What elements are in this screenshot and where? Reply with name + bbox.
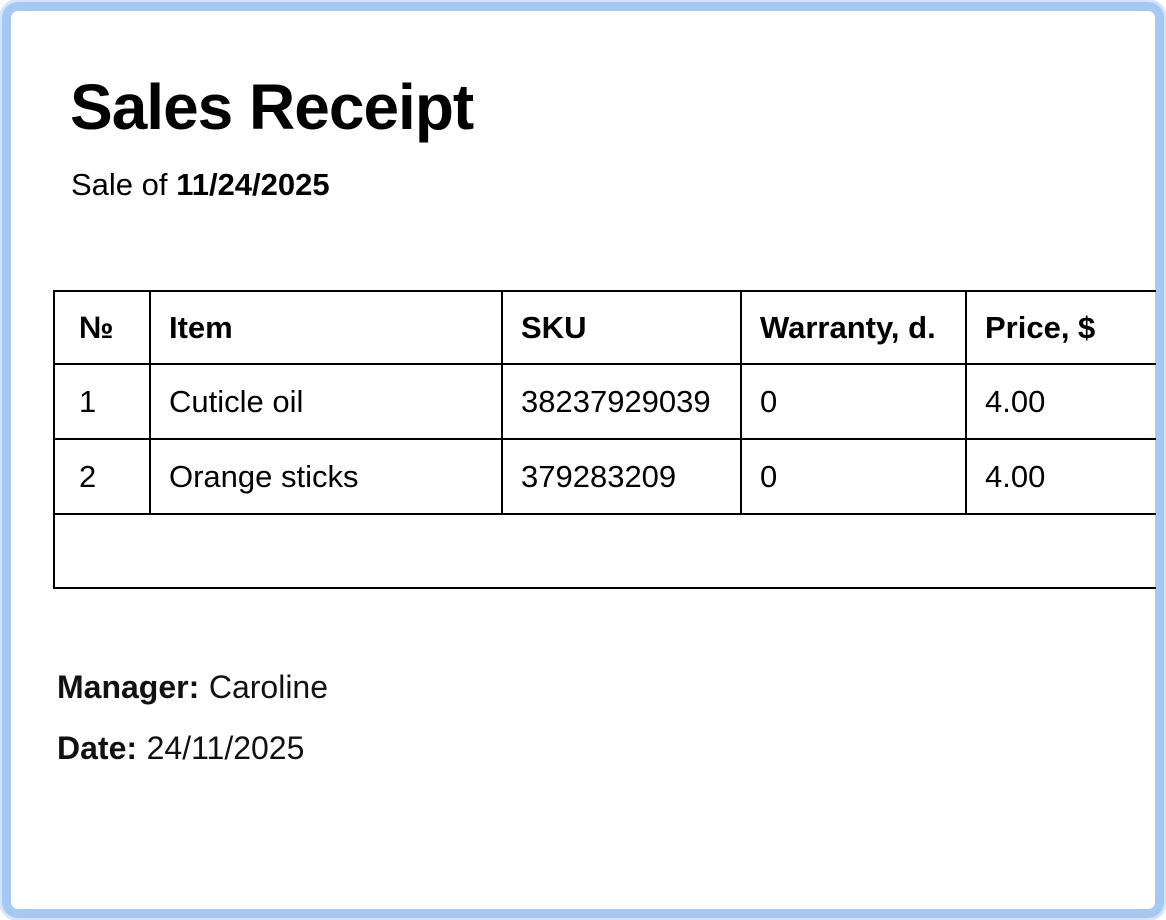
cell-number: 1 [53, 363, 151, 440]
sale-date-value: 11/24/2025 [176, 167, 330, 202]
column-header-price: Price, $ [965, 290, 1156, 365]
items-table: № Item SKU Warranty, d. Price, $ 1 Cutic… [53, 290, 1156, 589]
table-empty-row [53, 513, 1156, 589]
date-label: Date: [57, 730, 138, 766]
table-row: 1 Cuticle oil 38237929039 0 4.00 [53, 363, 1156, 440]
cell-warranty: 0 [740, 438, 967, 515]
cell-warranty: 0 [740, 363, 967, 440]
manager-name: Caroline [208, 669, 329, 705]
date-line: Date: 24/11/2025 [57, 730, 304, 767]
cell-sku: 38237929039 [501, 363, 742, 440]
column-header-item: Item [149, 290, 503, 365]
manager-line: Manager: Caroline [57, 669, 328, 706]
table-row: 2 Orange sticks 379283209 0 4.00 [53, 438, 1156, 515]
receipt-title: Sales Receipt [70, 71, 474, 143]
sale-of-label: Sale of [71, 167, 168, 202]
cell-item: Cuticle oil [149, 363, 503, 440]
sale-date-line: Sale of 11/24/2025 [71, 167, 330, 203]
cell-price: 4.00 [965, 438, 1156, 515]
column-header-sku: SKU [501, 290, 742, 365]
cell-item: Orange sticks [149, 438, 503, 515]
table-header-row: № Item SKU Warranty, d. Price, $ [53, 290, 1156, 365]
date-value: 24/11/2025 [146, 730, 305, 766]
cell-sku: 379283209 [501, 438, 742, 515]
column-header-number: № [53, 290, 151, 365]
column-header-warranty: Warranty, d. [740, 290, 967, 365]
manager-label: Manager: [57, 669, 200, 705]
cell-price: 4.00 [965, 363, 1156, 440]
cell-number: 2 [53, 438, 151, 515]
empty-cell [53, 513, 1156, 589]
